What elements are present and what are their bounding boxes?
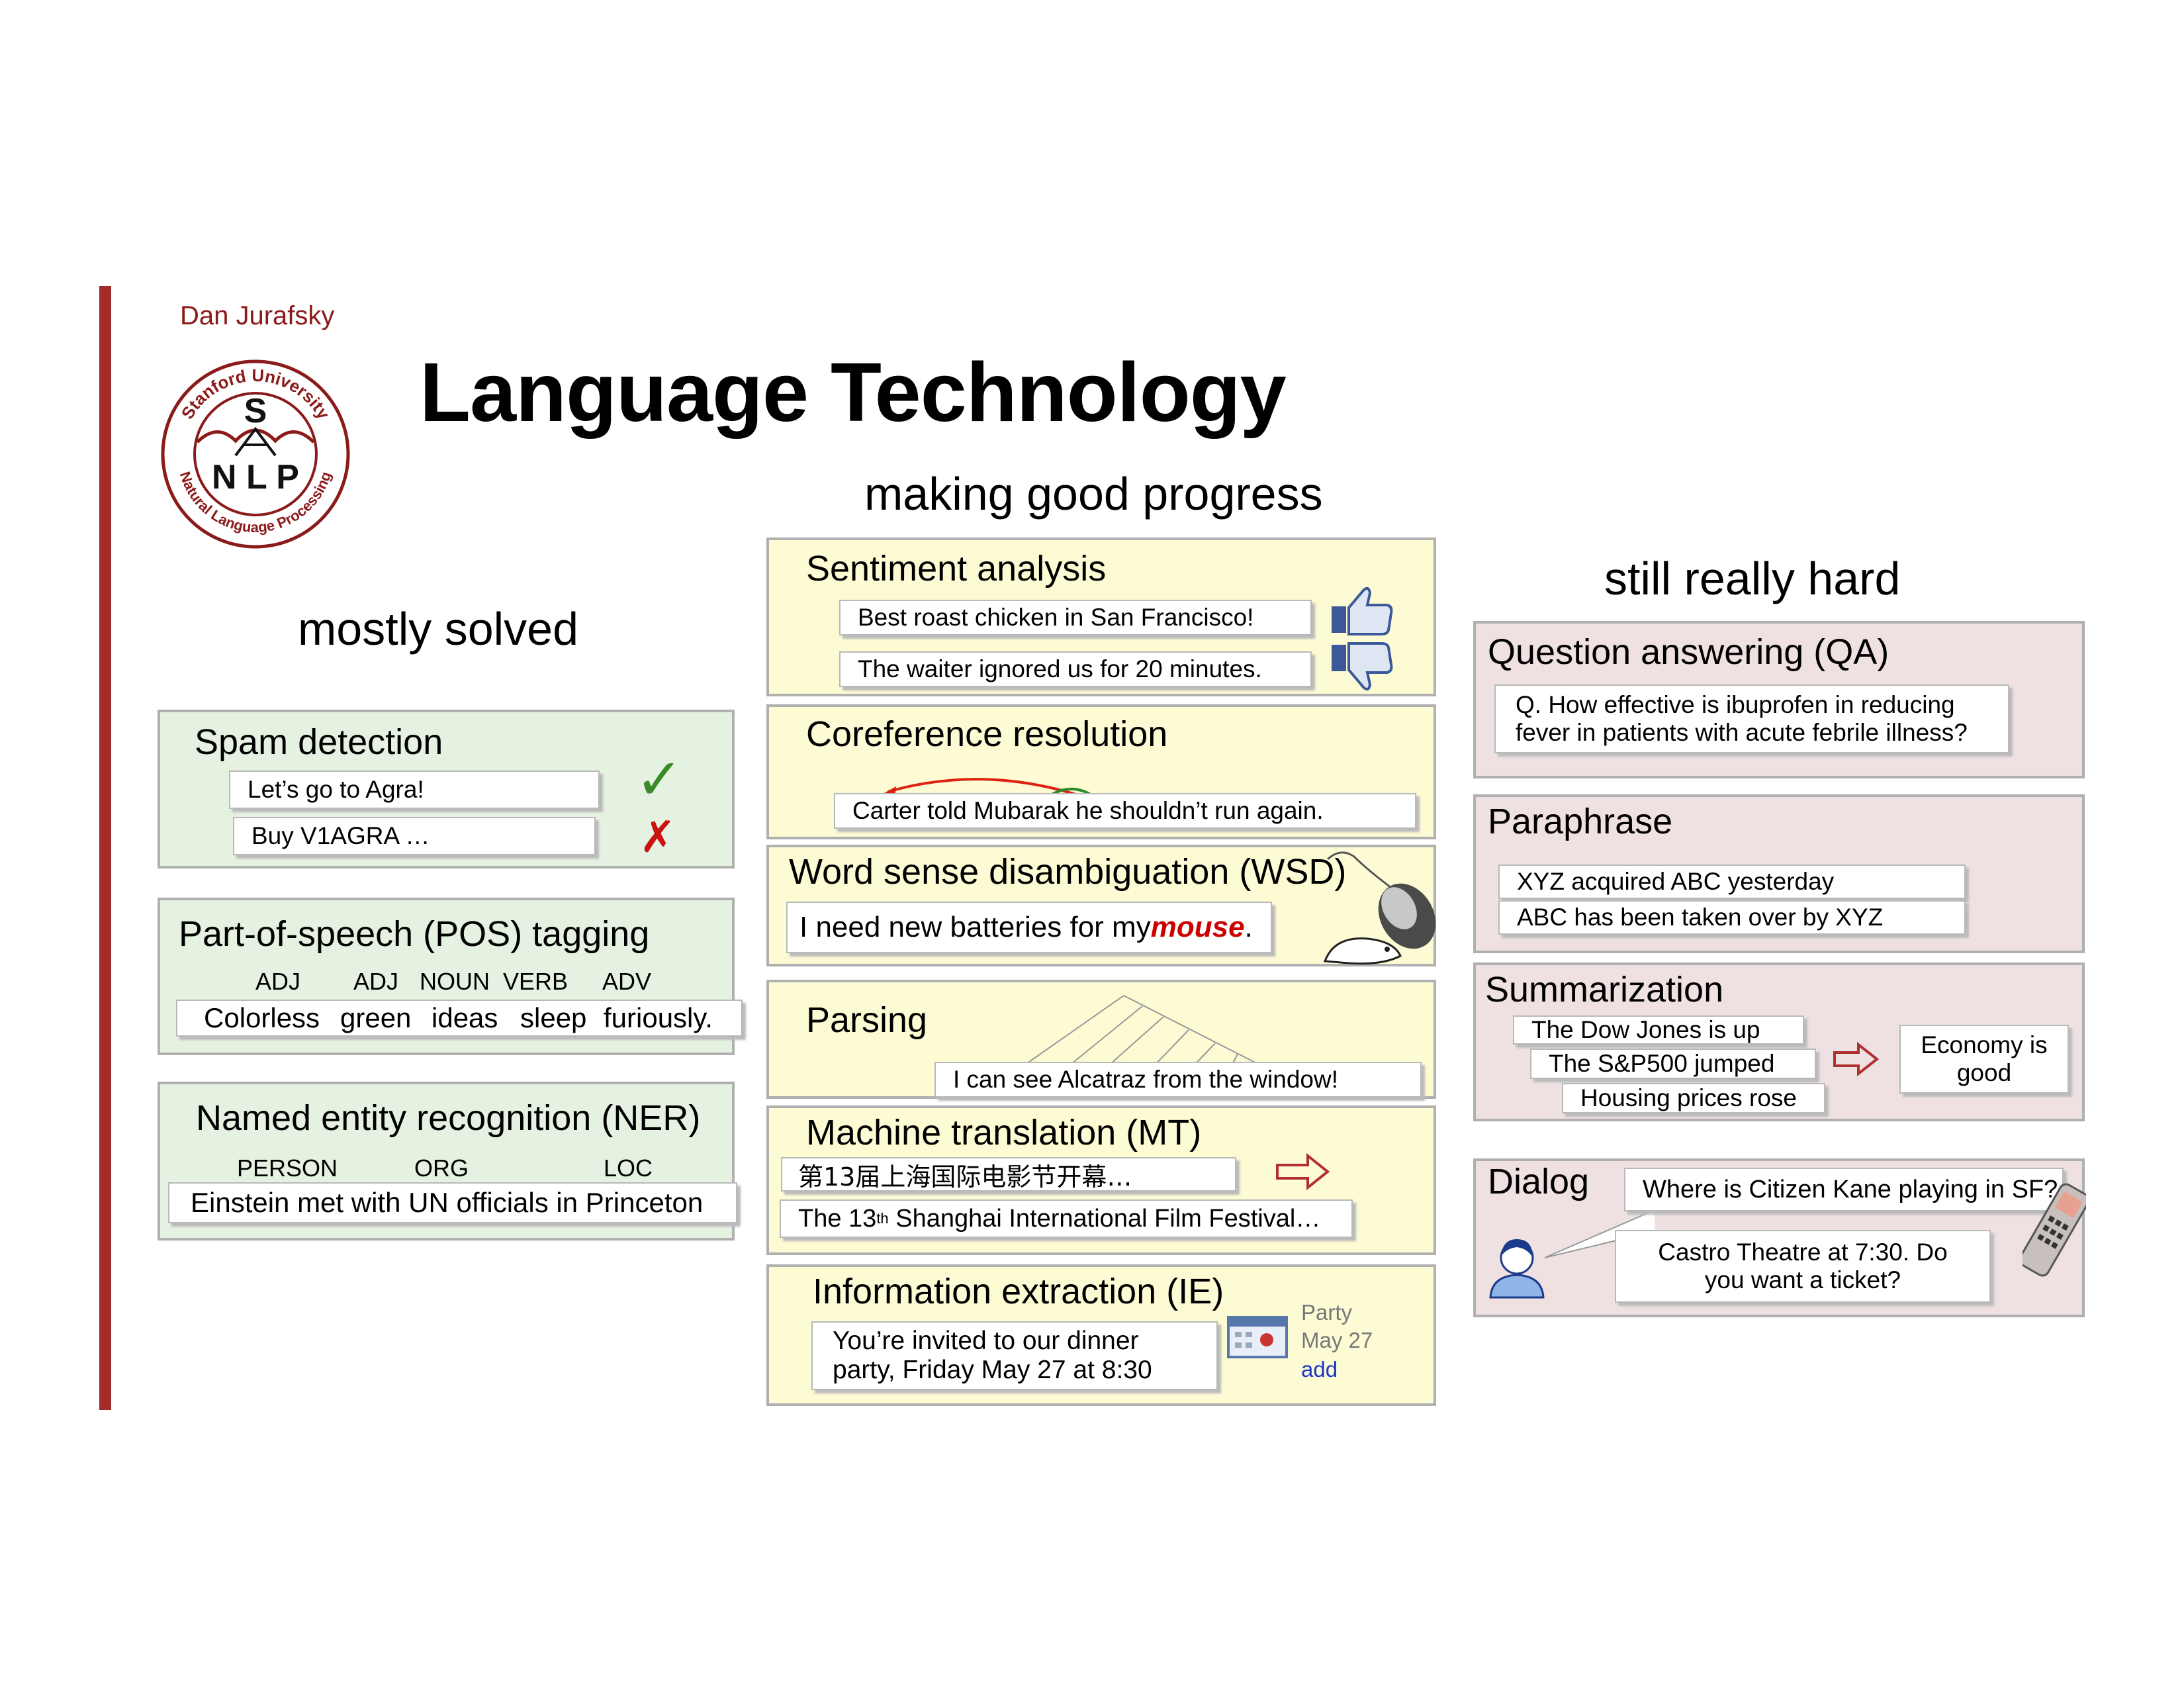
thumbs-down-icon: [1332, 642, 1393, 691]
ie-invitation-text: You’re invited to our dinner party, Frid…: [811, 1321, 1218, 1390]
pos-tag: ADV: [602, 968, 652, 995]
column-heading-mostly-solved: mostly solved: [298, 603, 579, 655]
summarization-card: Summarization The Dow Jones is up The S&…: [1473, 962, 2085, 1121]
wsd-target-word: mouse: [1150, 911, 1245, 943]
ner-tag: PERSON: [237, 1154, 338, 1182]
spam-detection-card: Spam detection Let’s go to Agra! Buy V1A…: [158, 710, 735, 868]
summary-input-2: The S&P500 jumped: [1530, 1049, 1816, 1079]
check-icon: ✓: [635, 748, 684, 812]
column-heading-good-progress: making good progress: [864, 468, 1323, 520]
wsd-card: Word sense disambiguation (WSD) I need n…: [766, 845, 1436, 966]
user-avatar-icon: [1489, 1239, 1545, 1299]
mt-source-text: 第13届上海国际电影节开幕…: [781, 1157, 1236, 1192]
parsing-sentence: I can see Alcatraz from the window!: [934, 1062, 1422, 1098]
pos-tag: ADJ: [353, 968, 399, 995]
logo-s: S: [244, 392, 267, 430]
page-title: Language Technology: [420, 346, 1287, 439]
ner-card: Named entity recognition (NER) PERSON OR…: [158, 1082, 737, 1241]
column-heading-really-hard: still really hard: [1604, 553, 1901, 604]
wsd-text-pre: I need new batteries for my: [799, 911, 1151, 943]
right-arrow-icon: [1833, 1042, 1880, 1076]
card-title: Sentiment analysis: [806, 549, 1107, 588]
right-arrow-icon: [1276, 1153, 1330, 1190]
card-title: Paraphrase: [1488, 802, 1673, 841]
pos-word: ideas: [432, 1002, 498, 1033]
stanford-nlp-logo: Stanford University Natural Language Pro…: [161, 359, 350, 549]
pos-word: Colorless: [204, 1002, 320, 1033]
calendar-add-link[interactable]: add: [1301, 1357, 1338, 1382]
coreference-card: Coreference resolution Carter told Mubar…: [766, 704, 1436, 839]
card-title: Named entity recognition (NER): [196, 1098, 701, 1138]
summary-output: Economy is good: [1899, 1025, 2069, 1094]
pos-tagging-card: Part-of-speech (POS) tagging ADJ ADJ NOU…: [158, 898, 743, 1055]
calendar-icon: [1227, 1316, 1288, 1358]
qa-question: Q. How effective is ibuprofen in reducin…: [1494, 684, 2009, 753]
spam-example-good: Let’s go to Agra!: [229, 771, 600, 809]
wsd-text-post: .: [1244, 911, 1253, 943]
sentiment-card: Sentiment analysis Best roast chicken in…: [766, 538, 1436, 696]
computer-mouse-icon: [1323, 851, 1436, 965]
wsd-sentence: I need new batteries for my mouse.: [786, 902, 1272, 953]
summary-input-3: Housing prices rose: [1562, 1083, 1825, 1113]
card-title: Summarization: [1485, 970, 1724, 1009]
pos-sentence: Colorless green ideas sleep furiously.: [176, 1000, 743, 1037]
author-name: Dan Jurafsky: [180, 301, 335, 330]
cross-icon: ✗: [639, 812, 676, 861]
dialog-card: Dialog Where is Citizen Kane playing in …: [1473, 1158, 2086, 1317]
logo-nlp: N L P: [212, 458, 299, 496]
pos-word: green: [340, 1002, 412, 1033]
sentiment-positive-example: Best roast chicken in San Francisco!: [839, 600, 1312, 635]
calendar-event-date: May 27: [1301, 1328, 1373, 1352]
card-title: Dialog: [1488, 1162, 1590, 1201]
information-extraction-card: Information extraction (IE) You’re invit…: [766, 1264, 1436, 1406]
parsing-card: Parsing I can see Alcatraz from the wind…: [766, 980, 1436, 1099]
spam-example-bad: Buy V1AGRA …: [233, 817, 596, 855]
card-title: Parsing: [806, 1000, 928, 1040]
paraphrase-card: Paraphrase XYZ acquired ABC yesterday AB…: [1473, 794, 2085, 953]
question-answering-card: Question answering (QA) Q. How effective…: [1473, 621, 2085, 778]
summary-input-1: The Dow Jones is up: [1513, 1015, 1804, 1045]
pos-word: sleep: [520, 1002, 587, 1033]
paraphrase-example-1: XYZ acquired ABC yesterday: [1498, 865, 1966, 899]
pos-tag: NOUN: [420, 968, 490, 995]
pos-tag: ADJ: [255, 968, 301, 995]
calendar-event-title: Party: [1301, 1300, 1353, 1325]
card-title: Spam detection: [195, 722, 443, 762]
pos-tag: VERB: [503, 968, 569, 995]
card-title: Question answering (QA): [1488, 632, 1889, 672]
thumbs-up-icon: [1332, 586, 1393, 635]
card-title: Part-of-speech (POS) tagging: [179, 914, 650, 954]
dialog-system-answer: Castro Theatre at 7:30. Do you want a ti…: [1615, 1230, 1991, 1303]
ner-tag: LOC: [604, 1154, 653, 1182]
coreference-sentence: Carter told Mubarak he shouldn’t run aga…: [834, 793, 1416, 829]
pos-word: furiously.: [604, 1002, 713, 1033]
left-accent-bar: [99, 286, 111, 1410]
card-title: Coreference resolution: [806, 714, 1168, 754]
ner-tag: ORG: [414, 1154, 469, 1182]
parse-tree-diagram: [1017, 995, 1270, 1070]
sentiment-negative-example: The waiter ignored us for 20 minutes.: [839, 651, 1312, 687]
machine-translation-card: Machine translation (MT) 第13届上海国际电影节开幕… …: [766, 1105, 1436, 1255]
cell-phone-icon: [2023, 1183, 2086, 1277]
card-title: Information extraction (IE): [813, 1272, 1224, 1311]
paraphrase-example-2: ABC has been taken over by XYZ: [1498, 900, 1966, 935]
dialog-user-question: Where is Citizen Kane playing in SF?: [1624, 1168, 2064, 1211]
card-title: Machine translation (MT): [806, 1113, 1202, 1152]
ner-sentence: Einstein met with UN officials in Prince…: [168, 1182, 737, 1223]
card-title: Word sense disambiguation (WSD): [789, 852, 1347, 892]
